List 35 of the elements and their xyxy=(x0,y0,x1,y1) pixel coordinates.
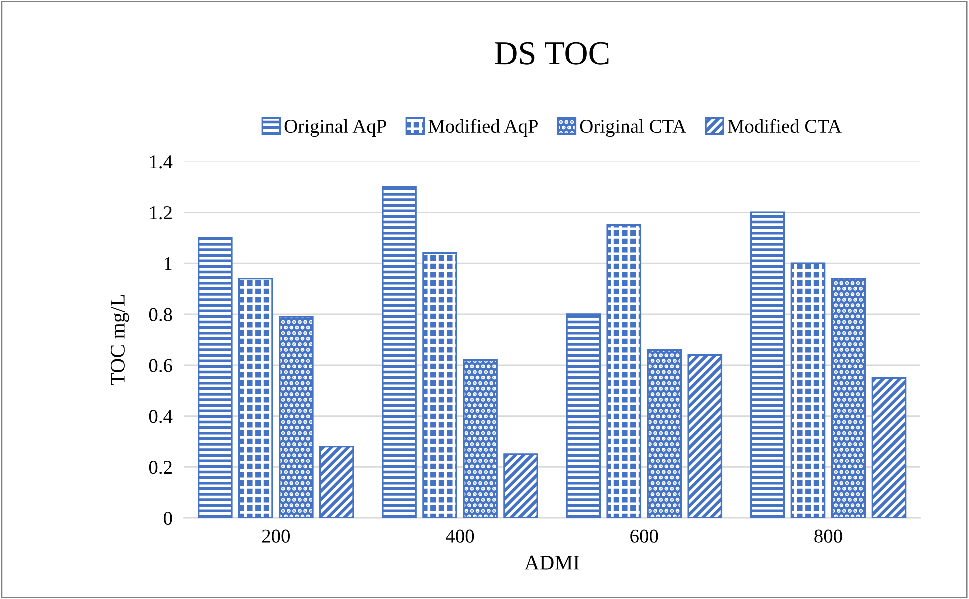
bar xyxy=(872,377,907,518)
x-tick-label: 600 xyxy=(630,530,658,543)
bar xyxy=(750,212,786,518)
bar xyxy=(320,446,354,518)
bar xyxy=(790,262,826,518)
bar xyxy=(382,186,417,518)
x-axis-title: ADMI xyxy=(524,556,580,570)
y-tick-label: 1.2 xyxy=(150,206,172,220)
y-tick-label: 0 xyxy=(164,512,172,526)
bar xyxy=(688,354,723,518)
x-tick-label: 800 xyxy=(814,530,842,543)
bar xyxy=(279,316,314,518)
legend-label: Modified AqP xyxy=(428,119,538,138)
legend-label: Original CTA xyxy=(580,119,686,138)
legend-label: Original AqP xyxy=(284,119,386,138)
bar xyxy=(831,278,866,518)
bar xyxy=(238,278,274,518)
x-tick-label: 400 xyxy=(446,530,474,543)
y-tick-label: 0.2 xyxy=(149,461,172,474)
bar xyxy=(647,349,682,518)
bar xyxy=(606,224,642,518)
bar xyxy=(504,454,538,518)
bar xyxy=(198,237,233,518)
bar xyxy=(566,314,602,518)
chart-title: DS TOC xyxy=(495,42,609,65)
bar xyxy=(463,359,498,518)
y-axis-title: TOC mg/L xyxy=(110,295,130,386)
y-tick-label: 0.4 xyxy=(149,410,173,424)
y-tick-label: 0.6 xyxy=(149,359,172,372)
y-tick-label: 1.4 xyxy=(150,156,173,169)
bar xyxy=(422,252,458,518)
y-tick-label: 0.8 xyxy=(149,308,172,322)
y-tick-label: 1 xyxy=(164,257,172,270)
x-tick-label: 200 xyxy=(262,530,290,543)
legend-label: Modified CTA xyxy=(728,119,842,134)
